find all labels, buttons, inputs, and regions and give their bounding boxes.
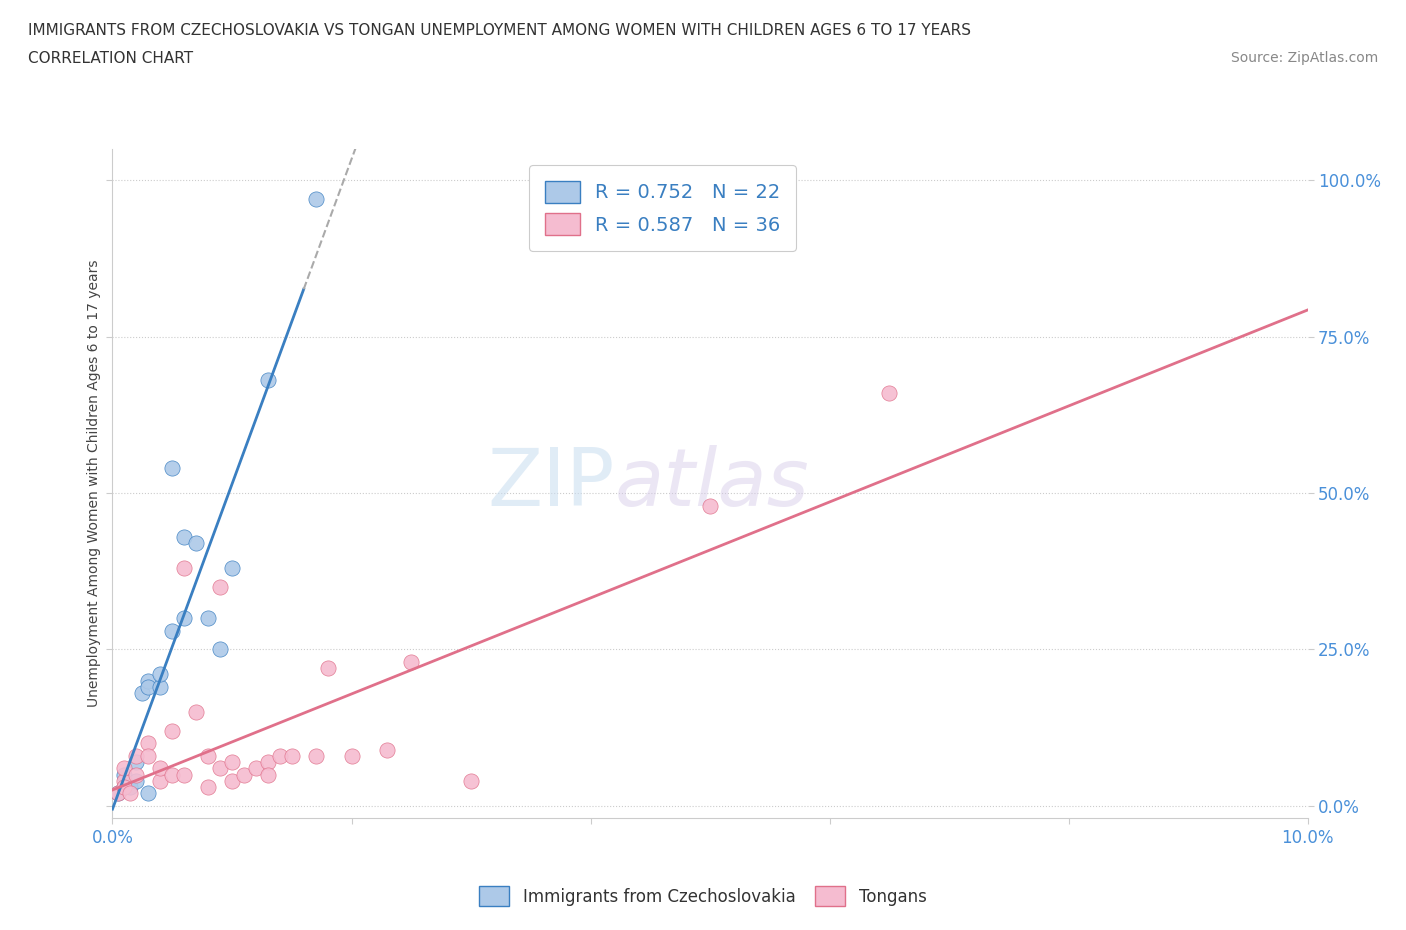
Point — [138, 736, 160, 751]
Point — [877, 385, 901, 400]
Point — [269, 749, 291, 764]
Point — [162, 724, 183, 738]
Legend: R = 0.752   N = 22, R = 0.587   N = 36: R = 0.752 N = 22, R = 0.587 N = 36 — [529, 166, 796, 251]
Point — [377, 742, 399, 757]
Point — [208, 761, 231, 776]
Point — [162, 767, 183, 782]
Point — [173, 529, 195, 544]
Point — [257, 767, 280, 782]
Point — [138, 673, 160, 688]
Point — [197, 611, 219, 626]
Point — [173, 767, 195, 782]
Point — [340, 749, 363, 764]
Point — [114, 779, 135, 794]
Text: CORRELATION CHART: CORRELATION CHART — [28, 51, 193, 66]
Point — [173, 611, 195, 626]
Point — [221, 774, 243, 789]
Point — [120, 779, 142, 794]
Point — [114, 774, 135, 789]
Point — [460, 774, 482, 789]
Point — [125, 774, 148, 789]
Point — [186, 705, 208, 720]
Text: IMMIGRANTS FROM CZECHOSLOVAKIA VS TONGAN UNEMPLOYMENT AMONG WOMEN WITH CHILDREN : IMMIGRANTS FROM CZECHOSLOVAKIA VS TONGAN… — [28, 23, 972, 38]
Point — [149, 774, 172, 789]
Point — [197, 779, 219, 794]
Point — [114, 779, 135, 794]
Point — [162, 623, 183, 638]
Point — [232, 767, 256, 782]
Y-axis label: Unemployment Among Women with Children Ages 6 to 17 years: Unemployment Among Women with Children A… — [87, 259, 101, 708]
Point — [208, 579, 231, 594]
Text: Source: ZipAtlas.com: Source: ZipAtlas.com — [1230, 51, 1378, 65]
Point — [304, 192, 326, 206]
Point — [114, 767, 135, 782]
Point — [131, 685, 153, 700]
Point — [125, 767, 148, 782]
Point — [245, 761, 267, 776]
Point — [197, 749, 219, 764]
Point — [125, 749, 148, 764]
Point — [221, 561, 243, 576]
Point — [125, 754, 148, 769]
Point — [304, 749, 326, 764]
Text: atlas: atlas — [614, 445, 810, 523]
Point — [257, 373, 280, 388]
Point — [114, 761, 135, 776]
Point — [257, 754, 280, 769]
Point — [138, 749, 160, 764]
Point — [138, 680, 160, 695]
Point — [149, 680, 172, 695]
Point — [149, 761, 172, 776]
Legend: Immigrants from Czechoslovakia, Tongans: Immigrants from Czechoslovakia, Tongans — [472, 880, 934, 912]
Point — [138, 786, 160, 801]
Point — [221, 754, 243, 769]
Point — [149, 667, 172, 682]
Point — [162, 460, 183, 475]
Point — [120, 786, 142, 801]
Point — [107, 786, 129, 801]
Point — [281, 749, 304, 764]
Text: ZIP: ZIP — [486, 445, 614, 523]
Point — [186, 536, 208, 551]
Point — [316, 661, 339, 676]
Point — [401, 655, 423, 670]
Point — [107, 786, 129, 801]
Point — [208, 642, 231, 657]
Point — [699, 498, 721, 513]
Point — [173, 561, 195, 576]
